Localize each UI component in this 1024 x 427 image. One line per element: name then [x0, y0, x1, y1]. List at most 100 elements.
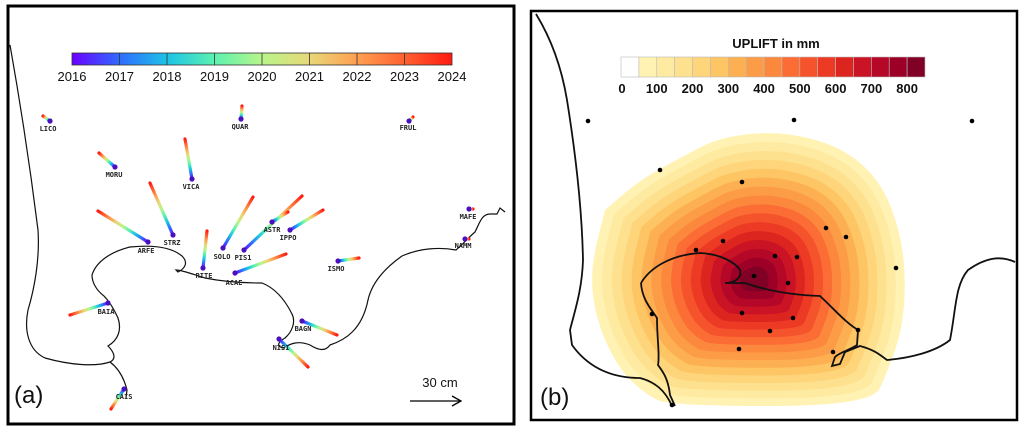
- uplift-tick-label: 800: [896, 81, 918, 96]
- station-dot: [823, 225, 829, 231]
- uplift-colorbar-bin: [781, 56, 801, 78]
- uplift-tick-label: 300: [717, 81, 739, 96]
- station-namm: NAMM: [455, 236, 472, 250]
- year-tick-label: 2016: [58, 69, 87, 84]
- station-marker: [276, 336, 282, 342]
- uplift-colorbar-bin: [888, 56, 908, 78]
- station-marker: [238, 116, 244, 122]
- year-colorbar: 2016 2017 2018 2019 2020 2021 2022 2023 2024: [58, 52, 466, 84]
- station-ippo: IPPO: [280, 208, 325, 242]
- station-marker: [145, 239, 151, 245]
- station-dot: [791, 117, 797, 123]
- station-label: ARFE: [138, 247, 155, 255]
- station-dot: [969, 118, 975, 124]
- station-marker: [112, 164, 118, 170]
- coastline-a: [9, 44, 506, 399]
- panel-a-label: (a): [14, 382, 43, 409]
- station-acae: ACAE: [226, 252, 288, 287]
- station-label: ACAE: [226, 279, 243, 287]
- station-astr: ASTR: [264, 210, 290, 234]
- station-marker: [200, 265, 206, 271]
- station-vectors: LICO QUAR FRUL MORU VICA STRZ ARFE SOLO PIS1 ASTR…: [40, 104, 476, 411]
- year-tick-label: 2023: [390, 69, 419, 84]
- station-dot: [855, 327, 861, 333]
- station-marker: [335, 258, 341, 264]
- station-dot: [657, 167, 663, 173]
- station-label: SOLO: [214, 253, 231, 261]
- station-marker: [232, 270, 238, 276]
- station-cais: CAIS: [109, 386, 133, 411]
- year-tick-label: 2019: [200, 69, 229, 84]
- station-label: NISI: [273, 344, 290, 352]
- station-mafe: MAFE: [460, 206, 476, 221]
- station-solo: SOLO: [214, 195, 255, 261]
- station-label: ASTR: [264, 226, 282, 234]
- station-dot: [720, 238, 726, 244]
- station-baia: BAIA: [68, 300, 116, 317]
- displacement-vector: [336, 256, 361, 263]
- displacement-vector: [68, 301, 110, 317]
- displacement-vector: [300, 319, 339, 337]
- station-lico: LICO: [40, 114, 57, 133]
- station-rite: RITE: [196, 229, 213, 280]
- uplift-colorbar: 0 100 200 300 400 500 600 700 800: [618, 56, 926, 96]
- station-marker: [241, 247, 247, 253]
- uplift-colorbar-bin: [745, 56, 765, 78]
- arrow-head-icon: [451, 395, 463, 407]
- station-label: RITE: [196, 272, 213, 280]
- station-marker: [406, 118, 412, 124]
- station-dot: [790, 315, 796, 321]
- station-marker: [105, 300, 111, 306]
- station-marker: [462, 236, 468, 242]
- uplift-tick-label: 200: [682, 81, 704, 96]
- panel-a: 2016 2017 2018 2019 2020 2021 2022 2023 2024 LIC…: [6, 4, 516, 426]
- station-label: LICO: [40, 125, 57, 133]
- uplift-tick-label: 100: [646, 81, 668, 96]
- station-dot: [693, 247, 699, 253]
- station-label: PIS1: [235, 254, 252, 262]
- station-dot: [893, 265, 899, 271]
- station-label: ISMO: [328, 265, 345, 273]
- uplift-tick-label: 400: [753, 81, 775, 96]
- station-label: FRUL: [400, 124, 417, 132]
- uplift-colorbar-bin: [817, 56, 836, 78]
- uplift-colorbar-bin: [710, 56, 729, 78]
- displacement-vector: [277, 337, 310, 369]
- station-label: MORU: [106, 171, 123, 179]
- station-quar: QUAR: [232, 104, 249, 131]
- station-dot: [751, 273, 757, 279]
- year-tick-label: 2022: [343, 69, 372, 84]
- displacement-vector: [221, 195, 255, 250]
- station-strz: STRZ: [148, 181, 180, 247]
- station-vica: VICA: [183, 137, 201, 191]
- station-dot: [739, 179, 745, 185]
- uplift-colorbar-bin: [906, 56, 926, 78]
- displacement-vector: [233, 252, 288, 275]
- station-label: CAIS: [116, 393, 133, 401]
- station-dot: [736, 346, 742, 352]
- uplift-tick-label: 500: [789, 81, 811, 96]
- station-frul: FRUL: [400, 115, 417, 132]
- scale-arrow: 30 cm: [410, 375, 463, 407]
- uplift-colorbar-title: UPLIFT in mm: [732, 36, 819, 51]
- displacement-vector: [97, 151, 117, 169]
- station-arfe: ARFE: [96, 209, 155, 255]
- station-marker: [269, 219, 275, 225]
- station-dot: [785, 280, 791, 286]
- displacement-vector: [109, 387, 126, 411]
- uplift-colorbar-bin: [620, 56, 640, 78]
- station-label: BAGN: [295, 325, 312, 333]
- station-label: BAIA: [98, 308, 116, 316]
- uplift-colorbar-bin: [871, 56, 890, 78]
- station-marker: [47, 118, 53, 124]
- uplift-colorbar-bin: [727, 56, 747, 78]
- panel-b: UPLIFT in mm 0 100 200 300 400 500 600 700 800 (…: [529, 9, 1019, 422]
- displacement-vector: [96, 209, 150, 244]
- displacement-vector: [288, 208, 325, 232]
- station-nisi: NISI: [273, 336, 310, 369]
- displacement-vector: [183, 137, 194, 181]
- station-marker: [287, 227, 293, 233]
- station-label: NAMM: [455, 242, 472, 250]
- station-label: VICA: [183, 183, 201, 191]
